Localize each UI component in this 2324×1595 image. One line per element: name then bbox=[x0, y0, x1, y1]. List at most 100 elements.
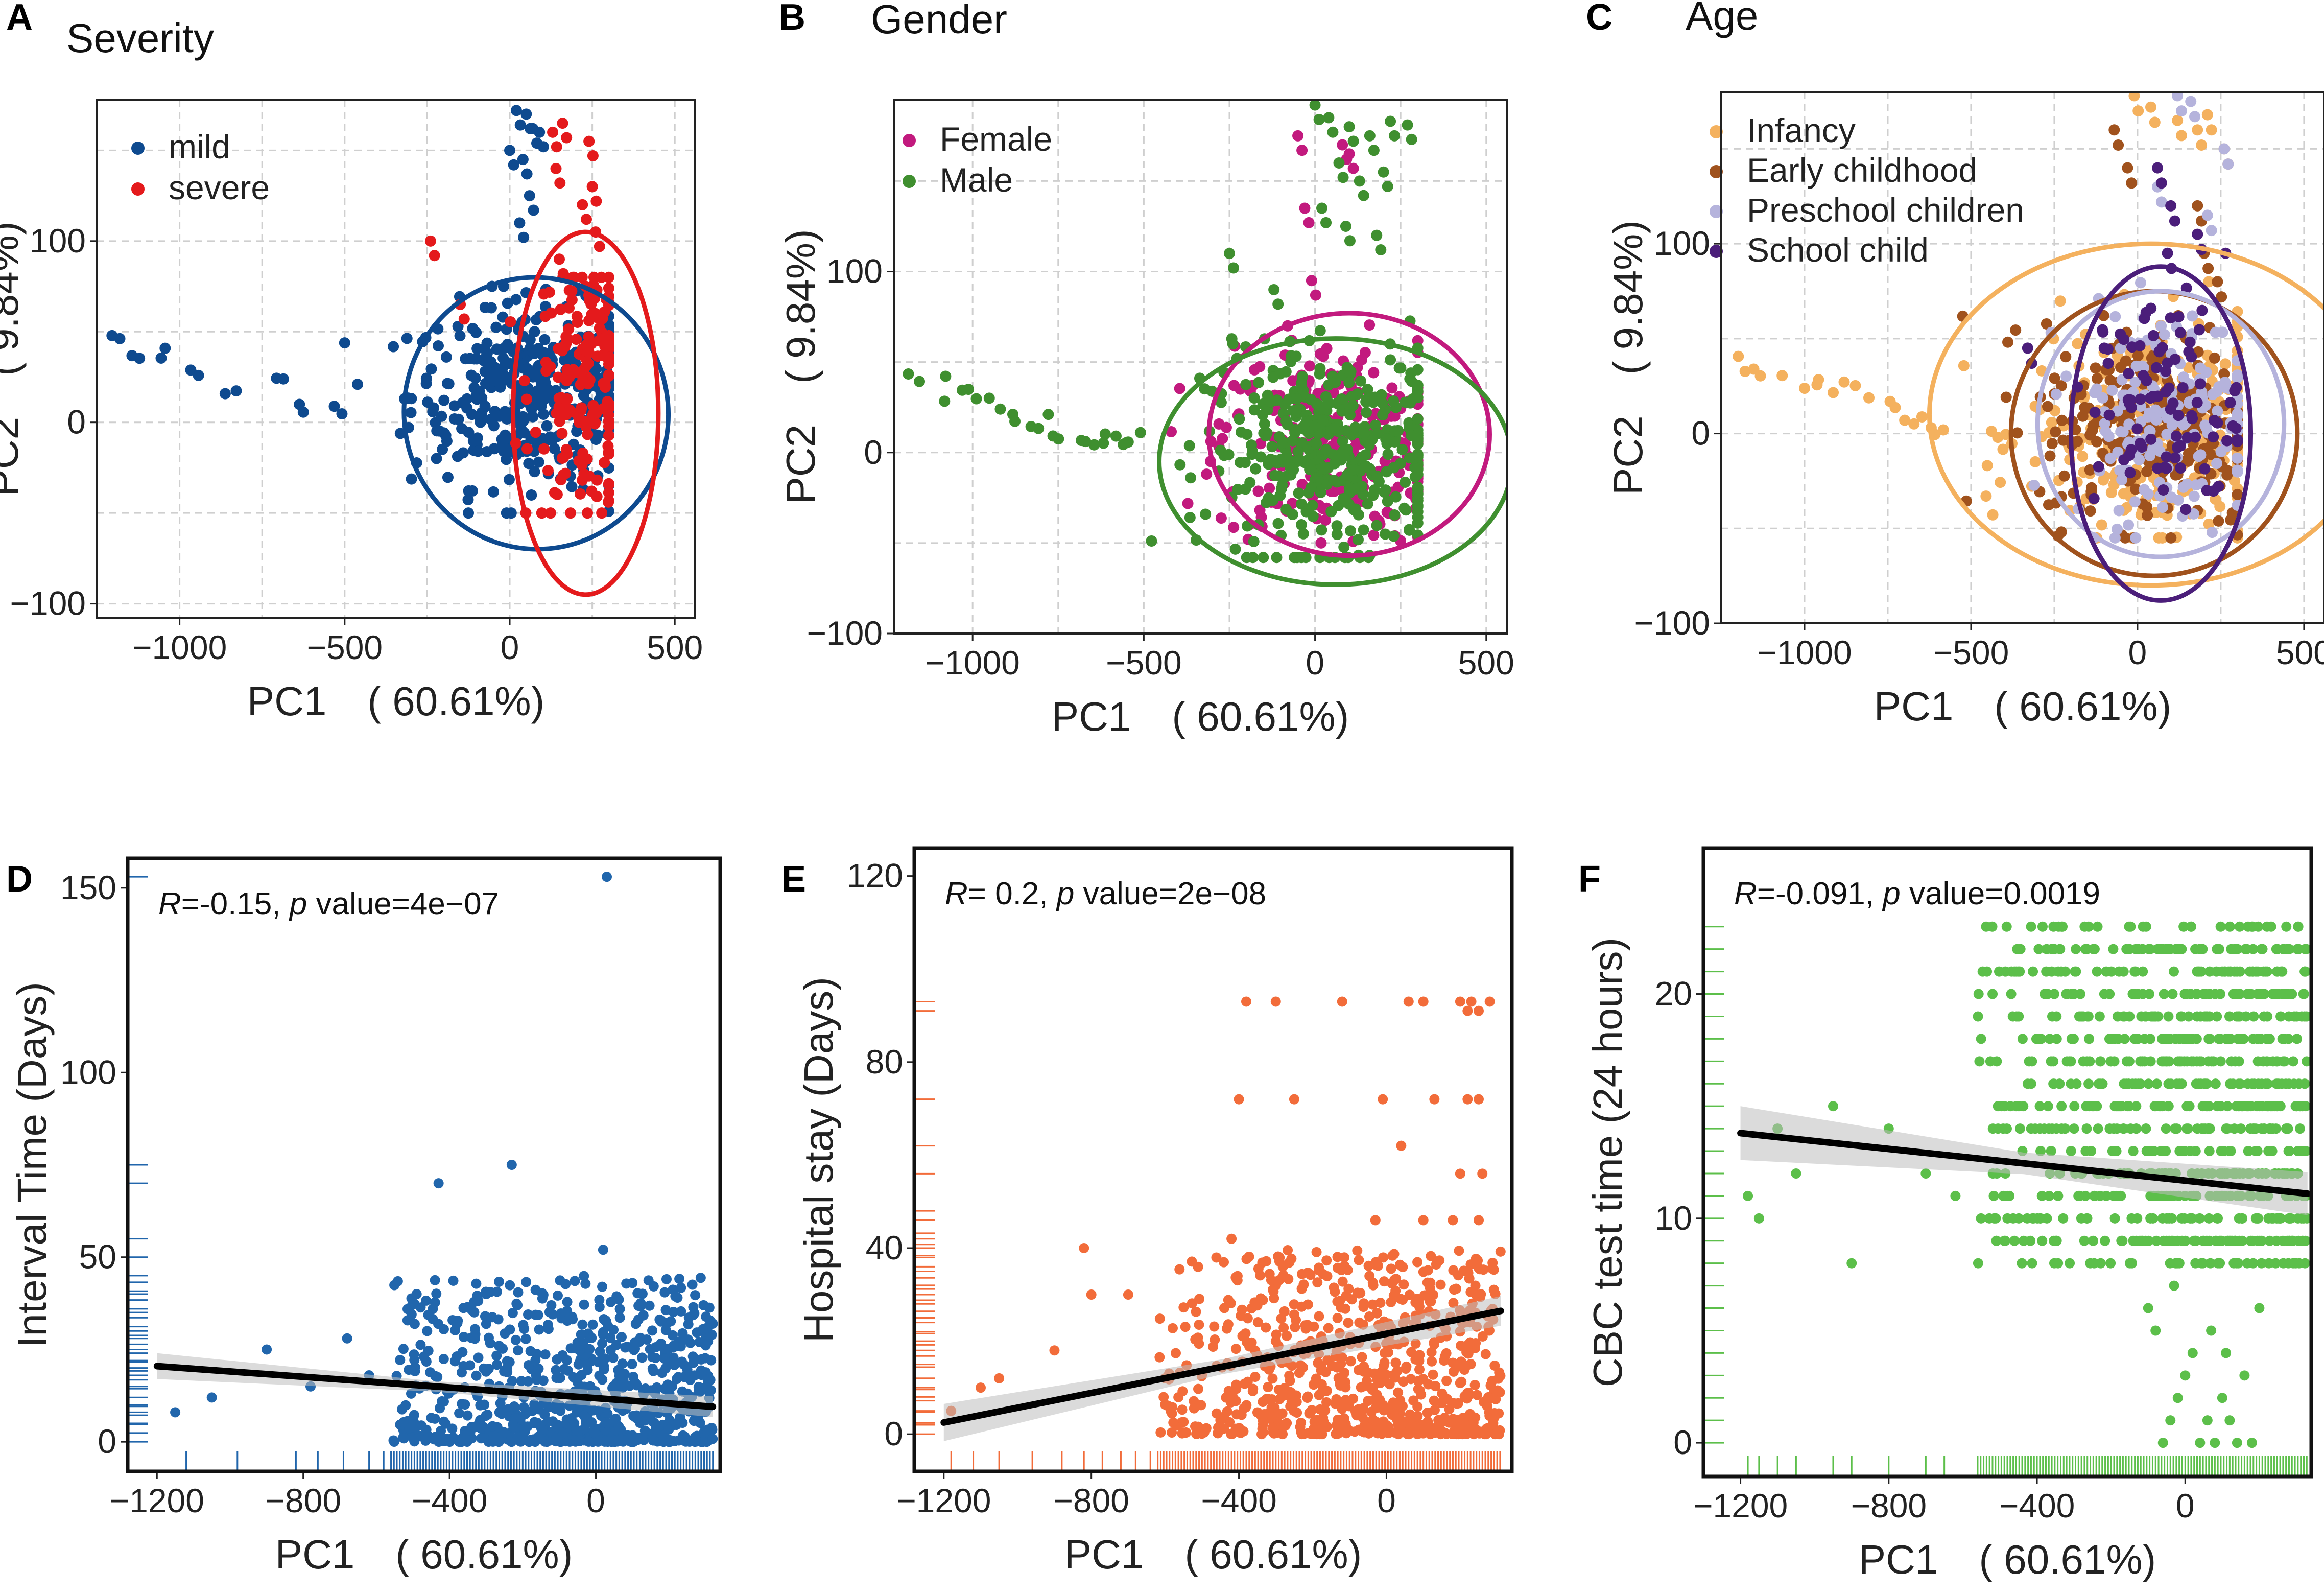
point bbox=[1252, 1407, 1263, 1418]
point bbox=[1287, 375, 1299, 387]
point bbox=[1154, 1313, 1165, 1324]
point bbox=[579, 1411, 589, 1421]
point bbox=[2175, 462, 2187, 474]
point bbox=[2104, 1123, 2115, 1134]
point bbox=[1404, 373, 1416, 385]
point bbox=[457, 447, 469, 459]
point bbox=[535, 377, 547, 388]
point bbox=[599, 457, 610, 468]
point bbox=[562, 1297, 573, 1307]
y-tick-label: 150 bbox=[60, 869, 116, 906]
point bbox=[587, 150, 599, 162]
point bbox=[469, 1324, 480, 1334]
point bbox=[1428, 1369, 1438, 1380]
point bbox=[2161, 451, 2172, 463]
point bbox=[2049, 372, 2060, 384]
point bbox=[1359, 1381, 1369, 1392]
point bbox=[2103, 409, 2115, 421]
point bbox=[695, 1273, 706, 1283]
point bbox=[2169, 452, 2181, 464]
point bbox=[1248, 404, 1260, 416]
point bbox=[1340, 220, 1351, 232]
point bbox=[1350, 503, 1362, 515]
point bbox=[1371, 1390, 1382, 1400]
point bbox=[454, 1408, 465, 1419]
point bbox=[2168, 966, 2179, 977]
point bbox=[614, 1312, 625, 1323]
point bbox=[561, 393, 573, 405]
point bbox=[2042, 401, 2054, 412]
point bbox=[1267, 371, 1279, 383]
stat-R: R bbox=[945, 876, 968, 911]
point bbox=[1436, 1398, 1447, 1409]
point bbox=[471, 1278, 482, 1289]
point bbox=[1201, 468, 1213, 480]
point bbox=[2231, 452, 2243, 464]
point bbox=[551, 1365, 561, 1375]
y-tick-label: 0 bbox=[98, 1422, 116, 1460]
point bbox=[520, 1333, 531, 1344]
point bbox=[556, 428, 568, 439]
point bbox=[219, 388, 231, 400]
point bbox=[668, 1284, 678, 1295]
point bbox=[2227, 420, 2239, 432]
point bbox=[1345, 525, 1357, 537]
point bbox=[583, 347, 595, 359]
point bbox=[2097, 474, 2109, 486]
point bbox=[2113, 505, 2125, 517]
point bbox=[584, 1332, 595, 1343]
point bbox=[463, 507, 475, 519]
point bbox=[1338, 492, 1349, 504]
point bbox=[1381, 466, 1392, 478]
point bbox=[2203, 276, 2215, 288]
point bbox=[2201, 209, 2213, 221]
point bbox=[2109, 1213, 2120, 1224]
point bbox=[1263, 1382, 1273, 1393]
point bbox=[1354, 1288, 1364, 1299]
point bbox=[1296, 145, 1308, 156]
point bbox=[2027, 1258, 2037, 1269]
point bbox=[2202, 263, 2214, 274]
point bbox=[1252, 1317, 1263, 1328]
point bbox=[1412, 379, 1424, 391]
point bbox=[518, 231, 530, 243]
point bbox=[481, 337, 493, 349]
point bbox=[1315, 537, 1327, 549]
point bbox=[584, 295, 596, 307]
point bbox=[551, 1372, 562, 1383]
point bbox=[473, 1352, 484, 1363]
point bbox=[2002, 336, 2014, 348]
point bbox=[1118, 439, 1129, 451]
point bbox=[1154, 1352, 1165, 1363]
point bbox=[528, 204, 539, 216]
point bbox=[1282, 1330, 1292, 1341]
point bbox=[2060, 351, 2072, 363]
point bbox=[472, 445, 484, 457]
point bbox=[1200, 508, 1212, 520]
point bbox=[2088, 1235, 2099, 1246]
point bbox=[541, 420, 553, 432]
point bbox=[554, 177, 566, 189]
point bbox=[1246, 449, 1258, 460]
point bbox=[2194, 944, 2205, 954]
point bbox=[661, 1274, 672, 1284]
point bbox=[544, 507, 556, 519]
point bbox=[1459, 1391, 1470, 1402]
point bbox=[1273, 1384, 1284, 1395]
point bbox=[2141, 375, 2152, 387]
point bbox=[1337, 139, 1348, 151]
point bbox=[1314, 325, 1326, 337]
point bbox=[206, 1392, 217, 1403]
point bbox=[1193, 1383, 1203, 1394]
point bbox=[1398, 1376, 1409, 1387]
panel-letter-b: B bbox=[779, 0, 805, 38]
legend-marker bbox=[1710, 125, 1723, 138]
point bbox=[497, 353, 509, 364]
point bbox=[583, 470, 595, 482]
x-tick-label: −500 bbox=[1933, 634, 2009, 671]
point bbox=[537, 1293, 548, 1304]
point bbox=[1980, 490, 1992, 502]
point bbox=[1295, 378, 1307, 389]
point bbox=[1237, 1331, 1248, 1342]
